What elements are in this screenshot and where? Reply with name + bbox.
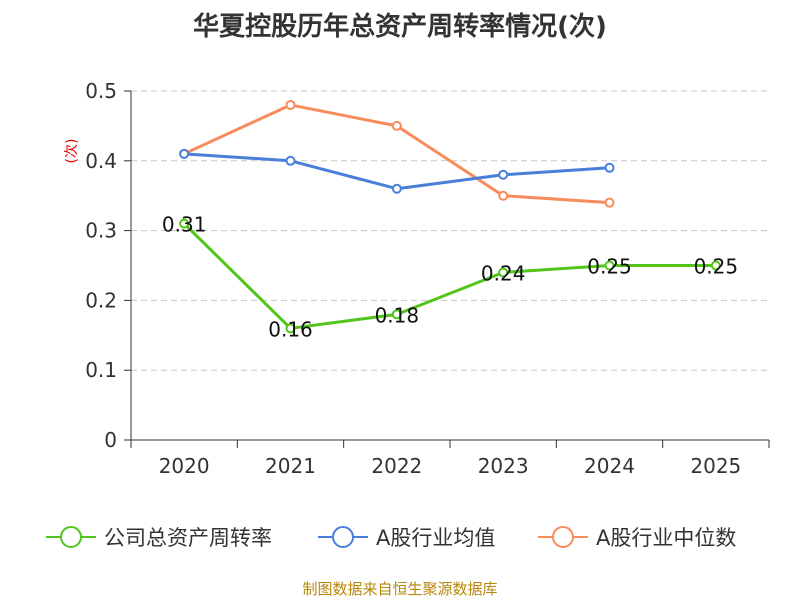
data-label: 0.25	[694, 255, 739, 279]
source-note: 制图数据来自恒生聚源数据库	[302, 580, 498, 598]
legend-marker	[60, 526, 82, 548]
data-point	[179, 148, 190, 159]
y-tick-label: 0.1	[85, 358, 117, 382]
x-tick-label: 2022	[371, 454, 422, 478]
y-tick-label: 0.2	[85, 288, 117, 312]
data-point	[498, 190, 509, 201]
legend-label: A股行业中位数	[596, 526, 736, 550]
grid-lines	[131, 90, 769, 371]
data-point	[498, 169, 509, 180]
data-label: 0.25	[587, 255, 632, 279]
data-point	[391, 309, 402, 320]
y-tick-label: 0.5	[85, 79, 117, 103]
data-point	[285, 155, 296, 166]
data-labels: 0.31 0.16 0.18 0.24 0.25 0.25	[162, 213, 738, 342]
series-line	[183, 222, 716, 330]
x-tick-label: 2023	[478, 454, 529, 478]
data-point	[179, 218, 190, 229]
data-point	[604, 260, 615, 271]
y-axis-label: (次)	[64, 139, 80, 164]
data-point	[285, 323, 296, 334]
x-tick-label: 2024	[584, 454, 635, 478]
data-label: 0.24	[481, 261, 526, 285]
legend-label: A股行业均值	[376, 526, 495, 550]
data-point	[710, 260, 721, 271]
data-point	[498, 267, 509, 278]
data-point	[285, 99, 296, 110]
data-label: 0.18	[375, 303, 420, 327]
y-tick-label: 0	[104, 428, 117, 452]
x-tick-label: 2021	[265, 454, 316, 478]
axes: 0 0.1 0.2 0.3 0.4 0.5 (次) 2020 2021 2022 2023 2024 2…	[64, 79, 770, 478]
legend-marker	[332, 526, 354, 548]
x-tick-label: 2025	[690, 454, 741, 478]
legend-marker	[552, 526, 574, 548]
legend-label: 公司总资产周转率	[104, 526, 272, 550]
chart-title: 华夏控股历年总资产周转率情况(次)	[193, 12, 607, 42]
series-line	[184, 152, 610, 191]
series-lines	[179, 99, 721, 334]
data-label: 0.31	[162, 213, 207, 237]
y-tick-label: 0.4	[85, 149, 117, 173]
data-point	[391, 183, 402, 194]
legend: 公司总资产周转率 A股行业均值 A股行业中位数	[46, 526, 736, 550]
data-point	[604, 162, 615, 173]
x-tick-label: 2020	[159, 454, 210, 478]
data-point	[604, 197, 615, 208]
data-label: 0.16	[268, 317, 313, 341]
y-tick-label: 0.3	[85, 219, 117, 243]
data-point	[391, 120, 402, 131]
